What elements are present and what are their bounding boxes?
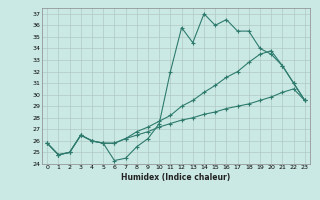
X-axis label: Humidex (Indice chaleur): Humidex (Indice chaleur): [121, 173, 231, 182]
